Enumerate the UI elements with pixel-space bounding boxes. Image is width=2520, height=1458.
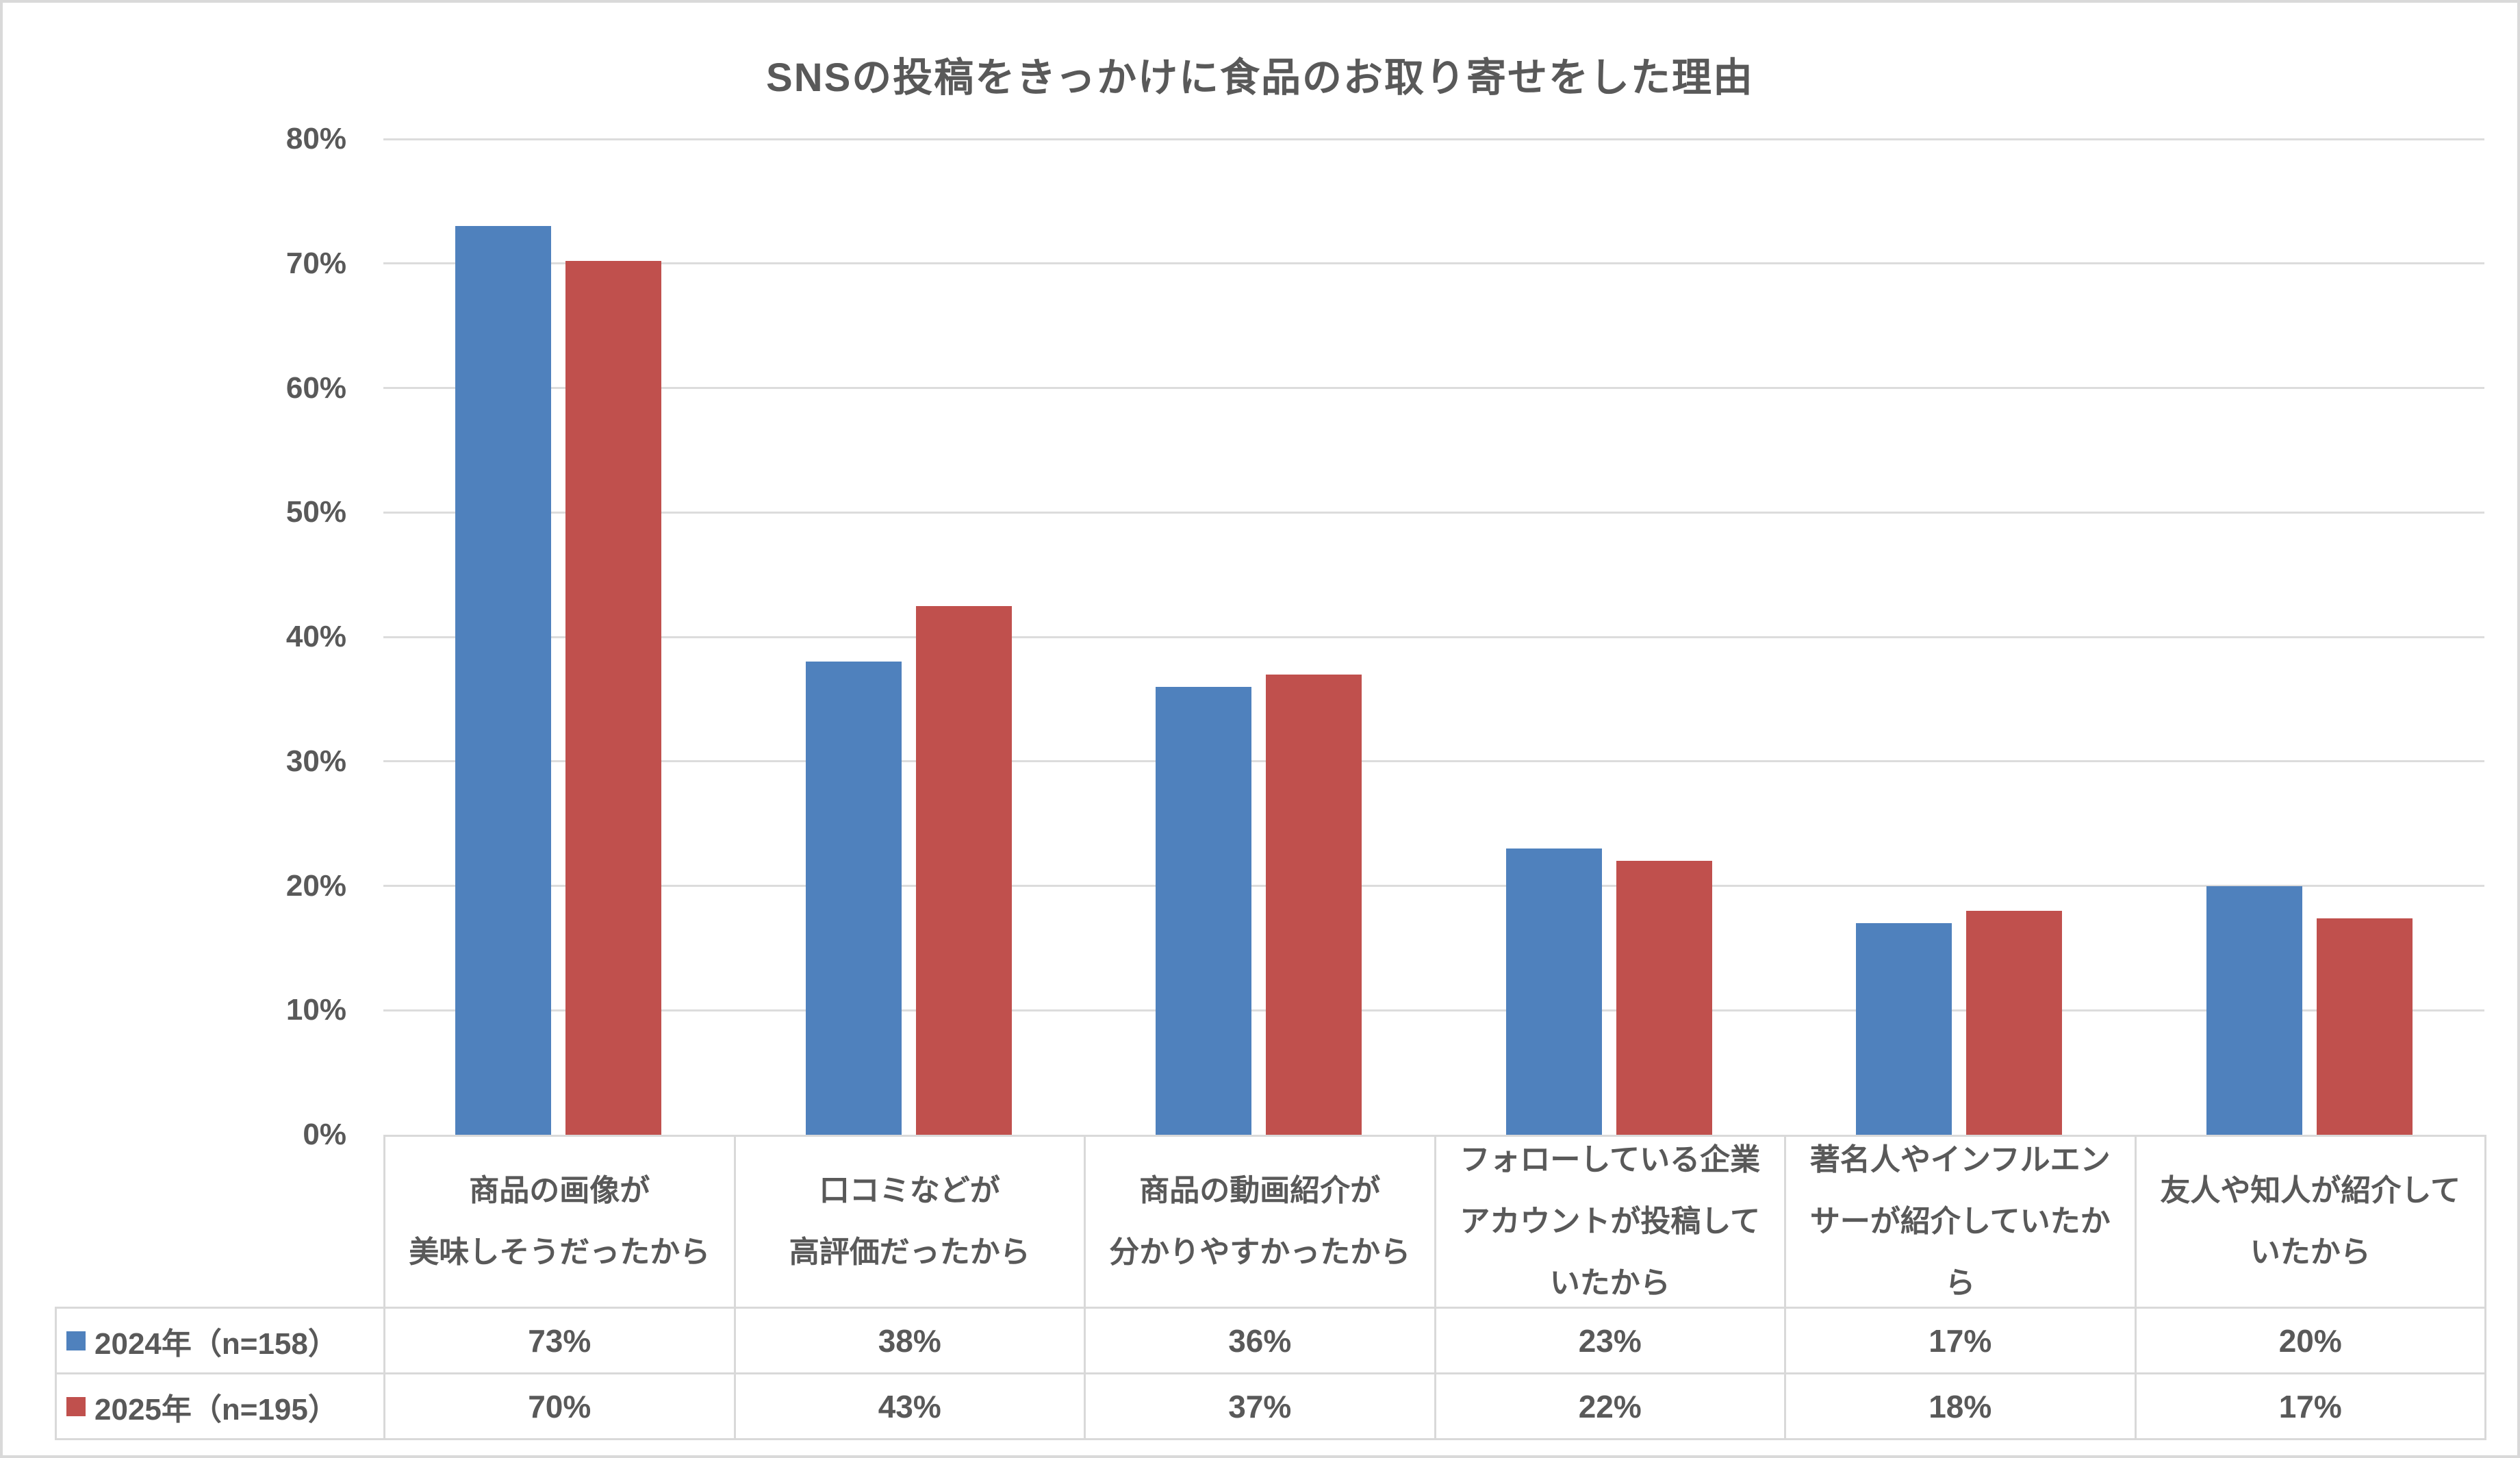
legend-swatch: [66, 1331, 86, 1350]
value-cell: 18%: [1784, 1372, 2137, 1440]
value-cell: 37%: [1084, 1372, 1436, 1440]
gridline: [383, 387, 2484, 389]
category-label-line: いたから: [1549, 1266, 1670, 1300]
y-axis-tick-label: 80%: [285, 122, 346, 155]
category-label-line: アカウントが投稿して: [1460, 1205, 1761, 1238]
y-axis-tick-label: 10%: [285, 993, 346, 1027]
bar-series1-cat2: [805, 662, 902, 1135]
value-cell: 20%: [2134, 1307, 2486, 1374]
legend-label: 2024年（n=158）: [94, 1327, 338, 1361]
category-label: 口コミなどが 高評価だったから: [733, 1135, 1086, 1309]
gridline: [383, 1009, 2484, 1011]
chart-title: SNSの投稿をきっかけに食品のお取り寄せをした理由: [766, 55, 1754, 100]
category-label: フォローしている企業 アカウントが投稿して いたから: [1434, 1135, 1786, 1309]
value-cell: 23%: [1434, 1307, 1786, 1374]
value-cell: 70%: [383, 1372, 736, 1440]
gridline: [383, 511, 2484, 514]
bar-series2-cat5: [1966, 910, 2063, 1135]
gridline: [383, 138, 2484, 140]
gridline: [383, 636, 2484, 638]
bar-series2-cat6: [2316, 918, 2413, 1135]
gridline: [383, 262, 2484, 265]
category-label-line: サーが紹介していたか: [1809, 1205, 2111, 1238]
bar-series1-cat4: [1505, 848, 1602, 1135]
y-axis-tick-label: 40%: [285, 620, 346, 653]
y-axis-tick-label: 0%: [303, 1118, 346, 1151]
category-label-line: 友人や知人が紹介して: [2160, 1174, 2461, 1207]
bar-series1-cat1: [455, 226, 552, 1135]
gridline: [383, 885, 2484, 887]
gridline: [383, 760, 2484, 763]
category-label-line: フォローしている企業: [1460, 1143, 1761, 1177]
legend-cell: 2025年（n=195）: [55, 1372, 385, 1440]
value-cell: 38%: [733, 1307, 1086, 1374]
y-axis-tick-label: 20%: [285, 868, 346, 903]
bar-series2-cat4: [1616, 861, 1712, 1135]
category-label-line: 分かりやすかったから: [1109, 1235, 1411, 1269]
category-label-line: 口コミなどが: [819, 1174, 1000, 1207]
bar-series2-cat2: [915, 605, 1012, 1135]
bar-series2-cat3: [1266, 674, 1362, 1135]
value-cell: 73%: [383, 1307, 736, 1374]
category-label-line: 高評価だったから: [789, 1235, 1030, 1269]
bar-series1-cat3: [1156, 686, 1252, 1135]
category-label-line: 商品の動画紹介が: [1139, 1174, 1381, 1207]
category-label-line: 美味しそうだったから: [409, 1235, 711, 1269]
value-cell: 43%: [733, 1372, 1086, 1440]
category-label-line: ら: [1945, 1266, 1976, 1300]
value-cell: 36%: [1084, 1307, 1436, 1374]
bar-series1-cat6: [2206, 885, 2302, 1135]
category-label-line: 商品の画像が: [469, 1174, 650, 1207]
value-cell: 22%: [1434, 1372, 1786, 1440]
y-axis-tick-label: 70%: [285, 246, 346, 280]
category-label-line: いたから: [2250, 1235, 2371, 1269]
category-label-line: 著名人やインフルエン: [1809, 1143, 2111, 1177]
value-cell: 17%: [1784, 1307, 2137, 1374]
category-label: 友人や知人が紹介して いたから: [2134, 1135, 2486, 1309]
bar-series2-cat1: [565, 261, 662, 1135]
legend-label: 2025年（n=195）: [94, 1392, 338, 1426]
legend-swatch: [66, 1396, 86, 1416]
category-label: 商品の動画紹介が 分かりやすかったから: [1084, 1135, 1436, 1309]
category-label: 著名人やインフルエン サーが紹介していたから: [1784, 1135, 2137, 1309]
legend-cell: 2024年（n=158）: [55, 1307, 385, 1374]
y-axis-tick-label: 60%: [285, 370, 346, 405]
bar-series1-cat5: [1856, 923, 1952, 1135]
value-cell: 17%: [2134, 1372, 2486, 1440]
y-axis-tick-label: 30%: [285, 744, 346, 778]
y-axis-tick-label: 50%: [285, 495, 346, 529]
category-label: 商品の画像が美味しそうだったから: [383, 1135, 736, 1309]
